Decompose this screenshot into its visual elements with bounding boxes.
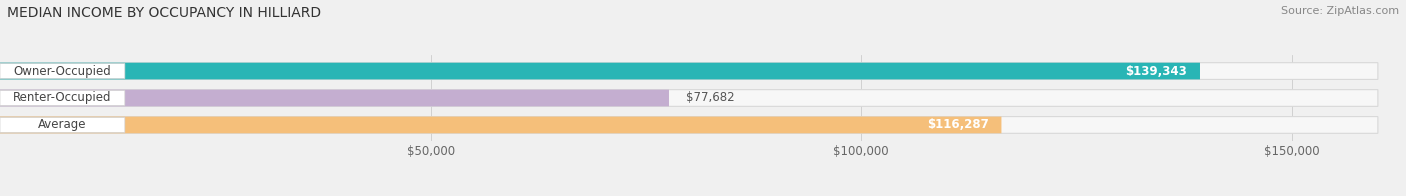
FancyBboxPatch shape <box>0 64 125 79</box>
Text: $77,682: $77,682 <box>686 92 735 104</box>
Text: $139,343: $139,343 <box>1125 64 1187 78</box>
Text: Owner-Occupied: Owner-Occupied <box>14 64 111 78</box>
FancyBboxPatch shape <box>0 90 1378 106</box>
FancyBboxPatch shape <box>0 63 1378 79</box>
FancyBboxPatch shape <box>0 117 1001 133</box>
Text: Average: Average <box>38 118 87 132</box>
Text: $116,287: $116,287 <box>927 118 988 132</box>
FancyBboxPatch shape <box>0 90 669 106</box>
FancyBboxPatch shape <box>0 90 125 105</box>
Text: MEDIAN INCOME BY OCCUPANCY IN HILLIARD: MEDIAN INCOME BY OCCUPANCY IN HILLIARD <box>7 6 321 20</box>
FancyBboxPatch shape <box>0 117 1378 133</box>
FancyBboxPatch shape <box>0 117 125 132</box>
FancyBboxPatch shape <box>0 63 1199 79</box>
Text: Renter-Occupied: Renter-Occupied <box>13 92 111 104</box>
Text: Source: ZipAtlas.com: Source: ZipAtlas.com <box>1281 6 1399 16</box>
